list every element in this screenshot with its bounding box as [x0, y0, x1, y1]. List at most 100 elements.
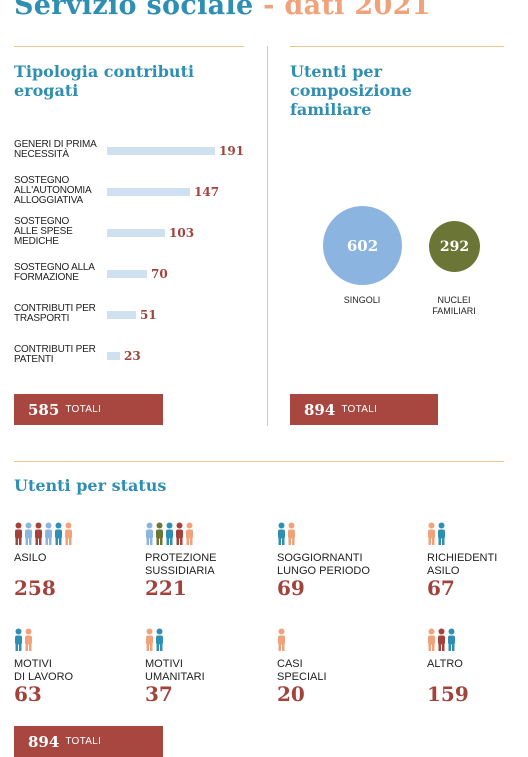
people-icon	[145, 522, 194, 548]
status-label-line1: RICHIEDENTI	[427, 552, 498, 564]
person-icon	[146, 628, 153, 651]
bar-label-line: SOSTEGNO ALLA	[14, 262, 95, 273]
person-icon	[186, 522, 193, 545]
contributi-total-label: TOTALI	[65, 404, 102, 415]
divider-middle	[14, 461, 504, 462]
status-label: SOGGIORNANTI LUNGO PERIODO	[277, 552, 370, 578]
status-label-line1: ASILO	[14, 552, 47, 564]
status-value: 67	[427, 576, 455, 600]
bar-value: 103	[169, 226, 195, 240]
status-label-line2: ASILO	[427, 565, 460, 577]
nuclei-value: 292	[439, 238, 470, 255]
status-label: MOTIVI DI LAVORO	[14, 658, 73, 684]
status-label: RICHIEDENTI ASILO	[427, 552, 497, 578]
person-icon	[428, 522, 435, 545]
status-value: 258	[14, 576, 56, 600]
bar-value: 191	[219, 144, 245, 158]
person-icon	[448, 628, 455, 651]
people-icon	[277, 522, 296, 548]
bar-label-line: CONTRIBUTI PER	[14, 303, 96, 314]
title-part1: Servizio sociale	[14, 0, 254, 21]
status-label: ALTRO	[427, 658, 463, 671]
bar-label-line: SOSTEGNO	[14, 175, 70, 186]
status-label-line2: LUNGO PERIODO	[277, 565, 370, 577]
person-icon	[166, 522, 173, 545]
singoli-circle: 602	[323, 206, 402, 285]
person-icon	[156, 628, 163, 651]
nuclei-label-line2: FAMILIARI	[432, 306, 476, 316]
bar-label-line: SOSTEGNO	[14, 216, 70, 227]
status-label-line1: CASI	[277, 658, 303, 670]
bar-label-line: PATENTI	[14, 354, 54, 365]
person-icon	[25, 522, 32, 545]
status-label: PROTEZIONE SUSSIDIARIA	[145, 552, 217, 578]
status-total: 894 TOTALI	[14, 726, 163, 757]
bar	[107, 188, 190, 196]
person-icon	[156, 522, 163, 545]
nuclei-label-line1: NUCLEI	[437, 295, 471, 305]
person-icon	[278, 522, 285, 545]
bar-label-line: GENERI DI PRIMA	[14, 139, 97, 150]
bar-label: CONTRIBUTI PER PATENTI	[14, 345, 109, 365]
status-value: 221	[145, 576, 187, 600]
bar-label-line: ALL'AUTONOMIA	[14, 185, 92, 196]
person-icon	[176, 522, 183, 545]
person-icon	[55, 522, 62, 545]
person-icon	[428, 628, 435, 651]
status-label-line2: SPECIALI	[277, 671, 327, 683]
bar-value: 147	[194, 185, 220, 199]
bar-label: SOSTEGNO ALL'AUTONOMIA ALLOGGIATIVA	[14, 176, 109, 206]
page-title: Servizio sociale - dati 2021	[14, 0, 431, 21]
bar-label: SOSTEGNO ALLE SPESE MEDICHE	[14, 217, 109, 247]
singoli-value: 602	[346, 236, 379, 255]
person-icon	[15, 522, 22, 545]
bar	[107, 311, 136, 319]
bar-label-line: ALLOGGIATIVA	[14, 195, 83, 206]
nuclei-circle: 292	[429, 221, 480, 272]
singoli-label: SINGOLI	[343, 295, 381, 305]
bar-label-line: NECESSITÀ	[14, 149, 69, 160]
status-value: 159	[427, 682, 469, 706]
contributi-heading-line2: erogati	[14, 81, 79, 100]
people-icon	[14, 628, 33, 654]
people-icon	[14, 522, 73, 548]
contributi-total-value: 585	[28, 400, 60, 419]
bar-label-line: FORMAZIONE	[14, 272, 79, 283]
nuclei-label: NUCLEI FAMILIARI	[424, 295, 484, 317]
status-value: 69	[277, 576, 305, 600]
people-icon	[145, 628, 164, 654]
status-label-line2: SUSSIDIARIA	[145, 565, 215, 577]
person-icon	[438, 628, 445, 651]
contributi-total: 585 TOTALI	[14, 394, 163, 425]
person-icon	[15, 628, 22, 651]
bar-value: 70	[151, 267, 168, 281]
status-label-line1: MOTIVI	[145, 658, 183, 670]
people-icon	[277, 628, 286, 654]
status-label-line2: UMANITARI	[145, 671, 205, 683]
bar-label-line: CONTRIBUTI PER	[14, 344, 96, 355]
title-separator: -	[253, 0, 285, 21]
bar-label: CONTRIBUTI PER TRASPORTI	[14, 304, 109, 324]
status-value: 20	[277, 682, 305, 706]
status-value: 37	[145, 682, 173, 706]
status-heading: Utenti per status	[14, 476, 167, 495]
status-label: ASILO	[14, 552, 46, 565]
bar-label-line: TRASPORTI	[14, 313, 70, 324]
composizione-total-value: 894	[304, 400, 336, 419]
composizione-total-label: TOTALI	[341, 404, 378, 415]
people-icon	[427, 628, 456, 654]
status-label: MOTIVI UMANITARI	[145, 658, 205, 684]
bar	[107, 352, 120, 360]
status-label-line1: PROTEZIONE	[145, 552, 217, 564]
contributi-heading: Tipologia contributi erogati	[14, 62, 194, 100]
bar	[107, 270, 147, 278]
status-label-line2: DI LAVORO	[14, 671, 74, 683]
bar	[107, 147, 215, 155]
status-label-line1: ALTRO	[427, 658, 463, 670]
bar-label: GENERI DI PRIMA NECESSITÀ	[14, 140, 109, 160]
people-icon	[427, 522, 446, 548]
bar	[107, 229, 165, 237]
bar-label: SOSTEGNO ALLA FORMAZIONE	[14, 263, 109, 283]
status-label: CASI SPECIALI	[277, 658, 327, 684]
status-value: 63	[14, 682, 42, 706]
